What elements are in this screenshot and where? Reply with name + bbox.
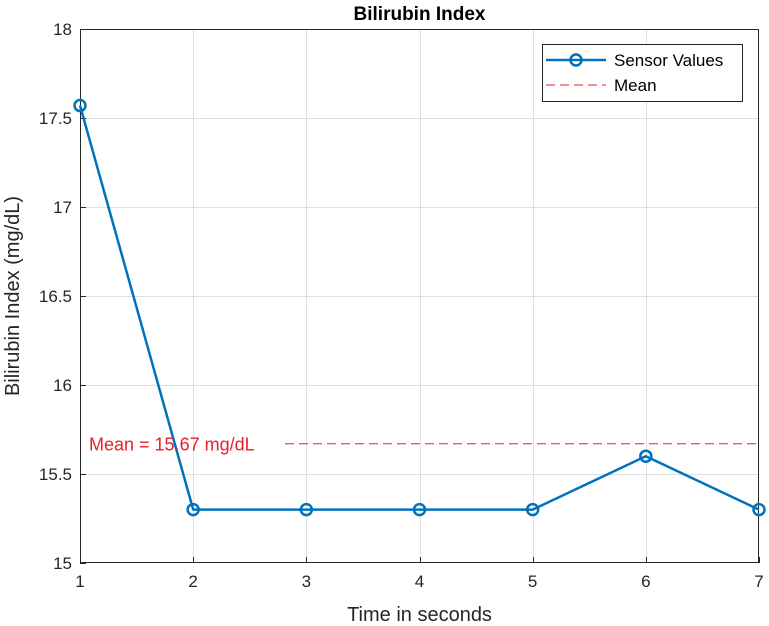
x-tick-label: 6 — [641, 572, 650, 591]
y-tick-label: 16.5 — [39, 287, 72, 306]
mean-annotation: Mean = 15.67 mg/dL — [89, 435, 255, 455]
legend: Sensor Values Mean — [542, 44, 743, 102]
annotations: Mean = 15.67 mg/dL — [89, 435, 255, 455]
y-axis-label: Bilirubin Index (mg/dL) — [2, 196, 24, 396]
y-tick-label: 17.5 — [39, 109, 72, 128]
legend-label-mean: Mean — [614, 76, 657, 95]
ticks: 1 2 3 4 5 6 7 15 15.5 16 16.5 17 17.5 18 — [39, 20, 764, 591]
sensor-value-point — [639, 449, 653, 463]
x-axis-label: Time in seconds — [347, 604, 492, 626]
series — [73, 98, 766, 517]
sensor-value-point — [412, 502, 427, 517]
x-tick-label: 7 — [754, 572, 763, 591]
x-tick-label: 4 — [415, 572, 424, 591]
x-tick-label: 5 — [528, 572, 537, 591]
y-tick-label: 15 — [53, 554, 72, 573]
y-tick-label: 16 — [53, 376, 72, 395]
x-tick-label: 1 — [75, 572, 84, 591]
sensor-value-point — [299, 502, 314, 517]
sensor-value-point — [73, 98, 87, 113]
y-tick-label: 15.5 — [39, 465, 72, 484]
y-tick-label: 17 — [53, 198, 72, 217]
sensor-value-point — [752, 502, 766, 517]
grid — [80, 29, 759, 563]
x-tick-label: 2 — [188, 572, 197, 591]
sensor-value-point — [186, 502, 200, 517]
x-tick-label: 3 — [302, 572, 311, 591]
legend-marker-sensor-values — [569, 53, 583, 67]
y-tick-label: 18 — [53, 20, 72, 39]
legend-label-sensor-values: Sensor Values — [614, 51, 723, 70]
chart-title: Bilirubin Index — [354, 4, 486, 25]
sensor-values-line — [78, 105, 760, 511]
sensor-value-point — [525, 502, 540, 517]
